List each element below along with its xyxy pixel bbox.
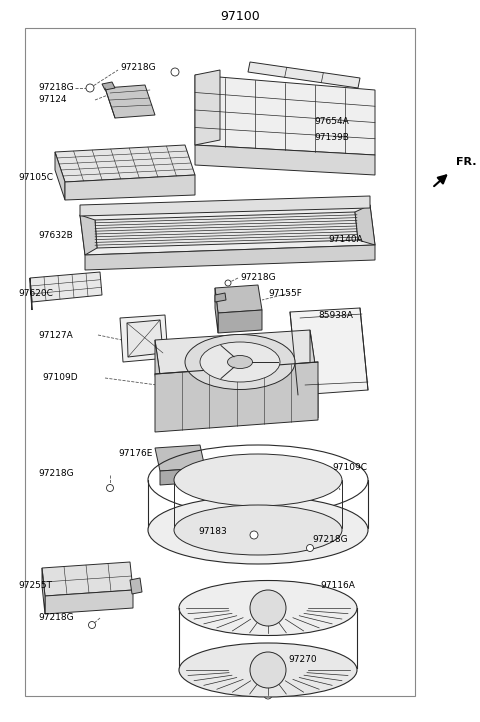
Circle shape — [250, 590, 286, 626]
Text: 97218G: 97218G — [120, 63, 156, 71]
Circle shape — [250, 531, 258, 539]
Text: 97218G: 97218G — [38, 614, 73, 622]
Text: 97105C: 97105C — [18, 173, 53, 183]
Text: 97139B: 97139B — [314, 133, 349, 142]
Text: 97124: 97124 — [38, 95, 67, 105]
Polygon shape — [218, 310, 262, 333]
Text: 97109D: 97109D — [42, 373, 78, 383]
Text: 97218G: 97218G — [38, 82, 73, 92]
Polygon shape — [240, 513, 268, 525]
Polygon shape — [195, 70, 220, 145]
Polygon shape — [105, 85, 155, 118]
Polygon shape — [55, 145, 195, 182]
Polygon shape — [95, 212, 358, 248]
Text: 97176E: 97176E — [118, 448, 152, 458]
Text: 97218G: 97218G — [240, 272, 276, 282]
Circle shape — [225, 280, 231, 286]
Text: 97109C: 97109C — [332, 464, 367, 472]
Text: 97218G: 97218G — [312, 536, 348, 544]
Polygon shape — [130, 578, 142, 594]
Text: 85938A: 85938A — [318, 310, 353, 320]
Polygon shape — [195, 75, 375, 155]
Text: 97116A: 97116A — [320, 580, 355, 589]
Polygon shape — [160, 468, 205, 485]
Text: 97218G: 97218G — [38, 469, 73, 479]
Text: 97183: 97183 — [198, 528, 227, 536]
Circle shape — [86, 84, 94, 92]
Polygon shape — [85, 245, 375, 270]
Text: 97620C: 97620C — [18, 289, 53, 297]
Ellipse shape — [185, 334, 295, 389]
Text: 97100: 97100 — [220, 9, 260, 22]
Text: 97140A: 97140A — [328, 235, 363, 245]
Polygon shape — [42, 562, 133, 596]
Polygon shape — [155, 330, 318, 396]
Text: 97127A: 97127A — [38, 331, 73, 339]
Ellipse shape — [179, 580, 357, 635]
Circle shape — [307, 544, 313, 552]
Polygon shape — [65, 175, 195, 200]
Polygon shape — [155, 362, 318, 432]
Text: 97654A: 97654A — [314, 118, 349, 126]
Polygon shape — [55, 152, 65, 200]
Polygon shape — [120, 315, 168, 362]
Ellipse shape — [200, 342, 280, 382]
Text: 97270: 97270 — [288, 656, 317, 664]
Circle shape — [88, 622, 96, 628]
Polygon shape — [310, 330, 318, 418]
Polygon shape — [355, 205, 375, 245]
Polygon shape — [80, 196, 370, 216]
Polygon shape — [80, 215, 97, 255]
Polygon shape — [290, 308, 368, 395]
Polygon shape — [102, 82, 115, 90]
Text: 97632B: 97632B — [38, 230, 73, 240]
Circle shape — [250, 652, 286, 688]
Bar — [25, 28, 415, 696]
Text: FR.: FR. — [456, 157, 477, 167]
Polygon shape — [80, 205, 375, 255]
Polygon shape — [30, 278, 32, 310]
Polygon shape — [30, 272, 102, 302]
Polygon shape — [215, 293, 226, 302]
Polygon shape — [155, 340, 163, 430]
Polygon shape — [155, 445, 205, 471]
Circle shape — [171, 68, 179, 76]
Ellipse shape — [174, 505, 342, 555]
Ellipse shape — [148, 496, 368, 564]
Text: 97255T: 97255T — [18, 580, 52, 589]
Circle shape — [107, 484, 113, 492]
Polygon shape — [127, 320, 163, 357]
Polygon shape — [215, 288, 218, 333]
Polygon shape — [248, 62, 360, 88]
Ellipse shape — [179, 643, 357, 697]
Circle shape — [264, 691, 272, 699]
Polygon shape — [42, 568, 45, 614]
Ellipse shape — [228, 355, 252, 368]
Polygon shape — [215, 285, 262, 313]
Polygon shape — [45, 590, 133, 614]
Polygon shape — [195, 145, 375, 175]
Ellipse shape — [174, 454, 342, 506]
Text: 97155F: 97155F — [268, 289, 302, 297]
